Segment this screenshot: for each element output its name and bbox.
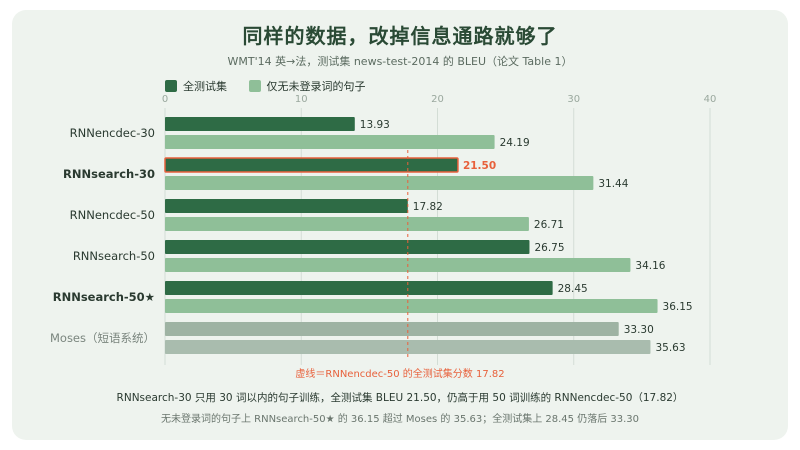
x-tick-label: 0 [162, 94, 168, 105]
category-label: RNNsearch-30 [63, 167, 155, 181]
legend-swatch-all [165, 80, 177, 92]
data-label: 24.19 [500, 137, 530, 149]
reference-line-label: 虚线＝RNNencdec-50 的全测试集分数 17.82 [295, 367, 504, 380]
legend-item-all: 全测试集 [165, 78, 227, 94]
category-label: RNNencdec-30 [70, 126, 155, 140]
category-label: RNNsearch-50 [73, 249, 155, 263]
legend-swatch-unk [248, 80, 261, 92]
data-label: 13.93 [360, 119, 390, 131]
data-label: 35.63 [655, 342, 685, 354]
bar [165, 176, 594, 190]
data-label: 33.30 [624, 324, 654, 336]
footnote-1: RNNsearch-30 只用 30 词以内的句子训练，全测试集 BLEU 21… [116, 392, 684, 404]
bar [165, 135, 495, 149]
bar [165, 240, 530, 254]
data-label: 31.44 [598, 178, 628, 190]
data-label: 28.45 [558, 283, 588, 295]
bar [165, 322, 619, 336]
bar [165, 258, 631, 272]
legend: 全测试集 仅无未登录词的句子 [165, 78, 384, 95]
bar [165, 281, 553, 295]
chart-subtitle: WMT'14 英→法，测试集 news-test-2014 的 BLEU（论文 … [227, 55, 573, 68]
category-label: Moses（短语系统） [50, 331, 155, 345]
data-label: 17.82 [413, 201, 443, 213]
data-label: 21.50 [463, 160, 496, 172]
bar [165, 117, 355, 131]
x-tick-label: 40 [704, 94, 717, 105]
bar [165, 217, 529, 231]
legend-item-unk: 仅无未登录词的句子 [248, 78, 366, 94]
x-tick-label: 30 [567, 94, 580, 105]
bar [165, 340, 651, 354]
data-label: 34.16 [635, 260, 665, 272]
legend-label-all: 全测试集 [183, 80, 227, 93]
bar [164, 157, 459, 173]
legend-label-unk: 仅无未登录词的句子 [266, 80, 366, 93]
chart-title: 同样的数据，改掉信息通路就够了 [242, 24, 558, 48]
bar [165, 299, 658, 313]
category-label: RNNencdec-50 [70, 208, 155, 222]
category-label: RNNsearch-50★ [53, 290, 155, 304]
data-label: 36.15 [663, 301, 693, 313]
footnote-2: 无未登录词的句子上 RNNsearch-50★ 的 36.15 超过 Moses… [160, 414, 640, 425]
data-label: 26.71 [534, 219, 564, 231]
x-tick-label: 10 [295, 94, 308, 105]
data-label: 26.75 [534, 242, 564, 254]
bar [165, 199, 408, 213]
x-tick-label: 20 [431, 94, 444, 105]
